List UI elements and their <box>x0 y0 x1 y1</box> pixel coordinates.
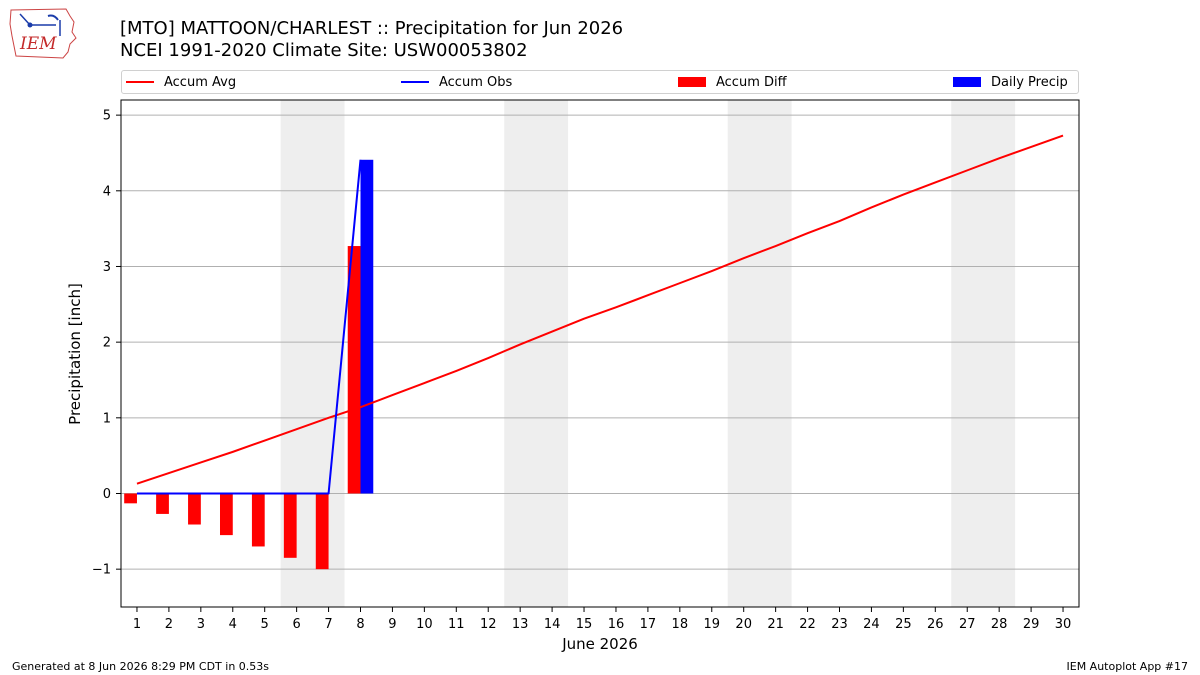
accum-diff-bar <box>156 493 169 514</box>
iem-logo: IEM <box>8 6 80 60</box>
accum-diff-bar <box>188 493 201 525</box>
weekend-band <box>951 100 1016 607</box>
weekend-band <box>727 100 792 607</box>
x-tick-label: 20 <box>735 617 752 632</box>
accum-avg-line <box>136 134 1064 485</box>
x-tick-label: 8 <box>356 617 364 632</box>
x-axis-label: June 2026 <box>561 635 638 653</box>
accum-diff-patch-icon <box>678 77 706 87</box>
bars <box>124 159 374 570</box>
x-tick-label: 14 <box>544 617 561 632</box>
x-tick-label: 12 <box>480 617 497 632</box>
x-tick-label: 13 <box>512 617 529 632</box>
accum-diff-bar <box>251 493 265 547</box>
x-tick-label: 4 <box>229 617 237 632</box>
accum-avg-line-icon <box>126 81 154 83</box>
x-tick-label: 30 <box>1055 617 1072 632</box>
accum-diff-bar <box>219 493 233 536</box>
x-tick-label: 19 <box>703 617 720 632</box>
y-tick-label: 5 <box>103 109 111 124</box>
accum-diff-bar <box>283 493 297 558</box>
legend-item-accum-avg: Accum Avg <box>126 71 236 93</box>
accum-diff-bar <box>124 493 137 504</box>
y-tick-label: 1 <box>103 411 111 426</box>
x-tick-label: 22 <box>799 617 816 632</box>
legend-item-accum-obs: Accum Obs <box>401 71 512 93</box>
x-tick-label: 24 <box>863 617 880 632</box>
accum-diff-bar <box>315 493 329 570</box>
legend: Accum Avg Accum Obs Accum Diff Daily Pre… <box>121 70 1079 94</box>
x-tick-label: 2 <box>165 617 173 632</box>
x-tick-label: 11 <box>448 617 465 632</box>
logo-text: IEM <box>19 34 57 54</box>
x-tick-label: 23 <box>831 617 848 632</box>
series-lines <box>136 134 1064 495</box>
legend-label: Accum Obs <box>439 74 513 90</box>
title-line-1: [MTO] MATTOON/CHARLEST :: Precipitation … <box>120 18 624 39</box>
x-tick-label: 15 <box>576 617 593 632</box>
weekend-shading <box>280 100 1016 607</box>
title-line-2: NCEI 1991-2020 Climate Site: USW00053802 <box>120 40 528 61</box>
y-tick-label: 2 <box>103 336 111 351</box>
accum-obs-line-icon <box>401 81 429 83</box>
x-tick-label: 9 <box>388 617 396 632</box>
accum-obs-line <box>136 159 362 495</box>
legend-item-daily-precip: Daily Precip <box>953 71 1068 93</box>
legend-item-accum-diff: Accum Diff <box>678 71 787 93</box>
legend-label: Accum Avg <box>164 74 237 90</box>
x-tick-label: 3 <box>197 617 205 632</box>
y-tick-label: 0 <box>103 487 111 502</box>
x-tick-label: 1 <box>133 617 141 632</box>
weekend-band <box>504 100 569 607</box>
x-tick-label: 17 <box>640 617 657 632</box>
chart-title: [MTO] MATTOON/CHARLEST :: Precipitation … <box>120 18 623 62</box>
x-tick-label: 21 <box>767 617 784 632</box>
y-tick-label: 3 <box>103 260 111 275</box>
legend-label: Accum Diff <box>716 74 787 90</box>
accum-diff-bar <box>347 246 361 494</box>
footer-app: IEM Autoplot App #17 <box>1066 660 1189 673</box>
plot-frame <box>120 99 1080 608</box>
y-tick-label: 4 <box>103 184 111 199</box>
legend-label: Daily Precip <box>991 74 1068 90</box>
x-tick-label: 26 <box>927 617 944 632</box>
x-tick-label: 28 <box>991 617 1008 632</box>
x-tick-label: 18 <box>672 617 689 632</box>
y-tick-label: −1 <box>92 563 111 578</box>
x-tick-label: 10 <box>416 617 433 632</box>
x-tick-label: 29 <box>1023 617 1040 632</box>
iem-iowa-logo-icon: IEM <box>9 8 77 59</box>
daily-precip-bar <box>360 159 374 494</box>
daily-precip-patch-icon <box>953 77 981 87</box>
x-tick-label: 25 <box>895 617 912 632</box>
x-tick-label: 6 <box>292 617 300 632</box>
x-tick-label: 16 <box>608 617 625 632</box>
x-tick-label: 27 <box>959 617 976 632</box>
x-tick-label: 7 <box>324 617 332 632</box>
x-tick-label: 5 <box>261 617 269 632</box>
x-axis-ticks: 1 2 3 4 5 6 7 8 9 10 11 12 13 14 15 16 17 18 19 20 21 22 23 24 2… <box>133 607 1071 632</box>
footer-generated: Generated at 8 Jun 2026 8:29 PM CDT in 0… <box>12 660 270 673</box>
y-axis-ticks: −1 0 1 2 3 4 5 <box>92 109 121 578</box>
y-axis-label: Precipitation [inch] <box>66 283 84 425</box>
